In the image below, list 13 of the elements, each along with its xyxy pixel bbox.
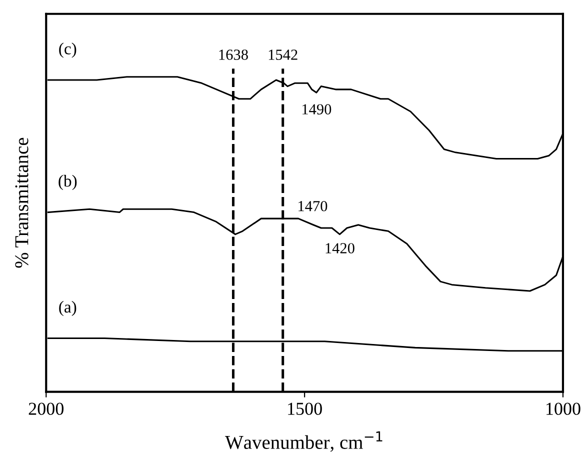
- series-label: (a): [59, 300, 76, 316]
- y-axis-title: % Transmittance: [15, 138, 28, 268]
- ref-line-label: 1638: [219, 50, 248, 60]
- annotation: 1420: [326, 243, 354, 254]
- x-tick-label: 2000: [28, 402, 64, 415]
- series-label: (b): [58, 174, 77, 190]
- ref-line-label: 1542: [268, 50, 298, 60]
- annotation: 1470: [298, 200, 328, 212]
- x-axis-title: Wavenumber, cm$^{−1}$: [225, 431, 382, 452]
- annotation: 1490: [302, 104, 332, 114]
- x-tick-label: 1000: [546, 402, 580, 415]
- x-tick-label: 1500: [288, 402, 322, 415]
- series-label: (c): [59, 42, 76, 58]
